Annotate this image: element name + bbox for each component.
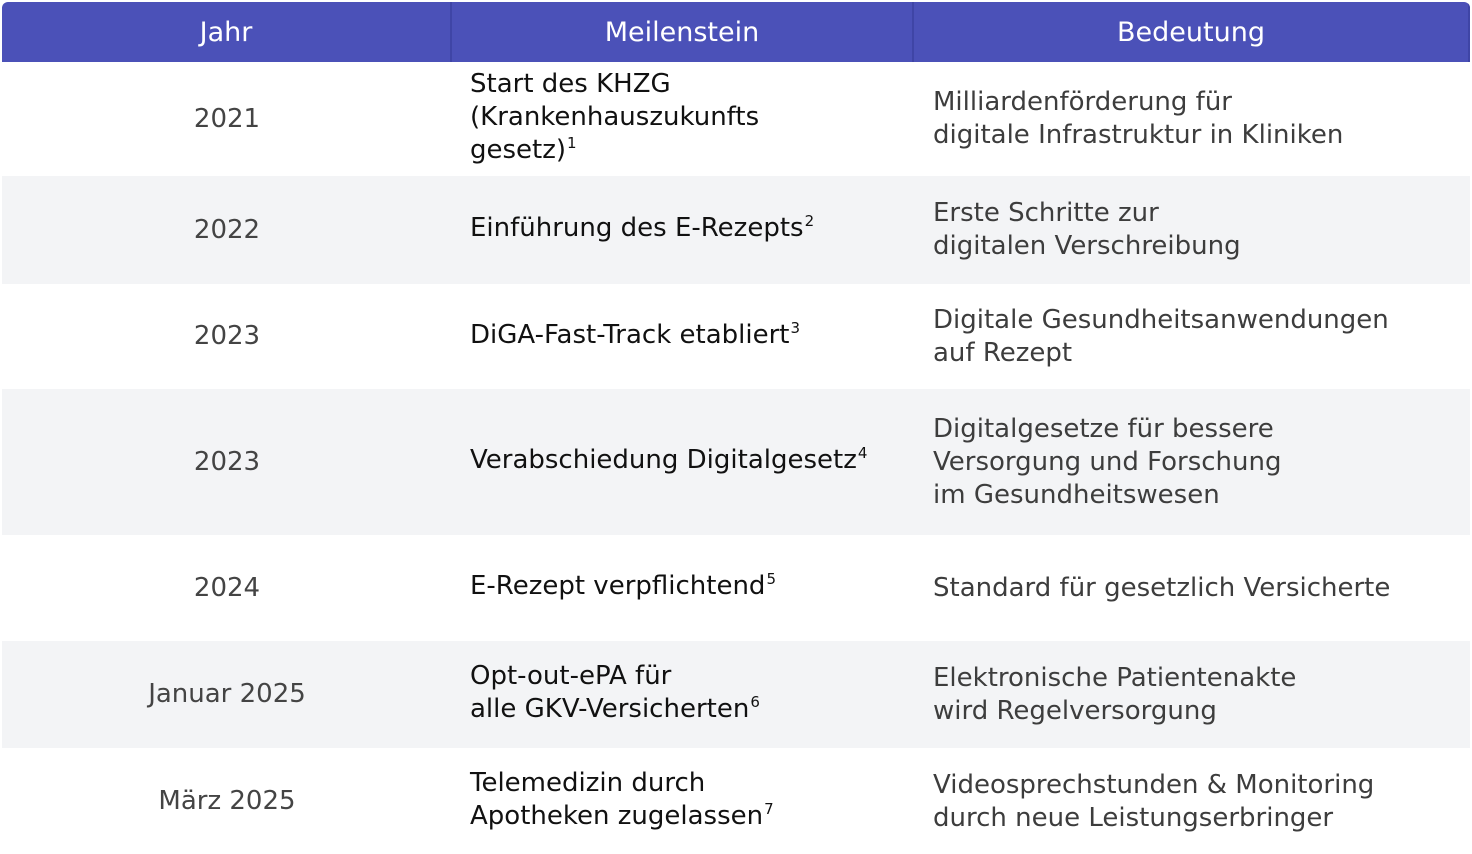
row-5-footnote: 5 bbox=[766, 570, 776, 588]
row-6-meaning: Elektronische Patientenakte wird Regelve… bbox=[914, 641, 1470, 748]
row-2-year: 2022 bbox=[2, 176, 452, 284]
row-3-meaning: Digitale Gesundheitsanwendungen auf Reze… bbox=[914, 284, 1470, 389]
row-4-year: 2023 bbox=[2, 389, 452, 535]
row-6-milestone-text: Opt-out-ePA für alle GKV-Versicherten bbox=[470, 661, 750, 724]
row-6-footnote: 6 bbox=[750, 693, 760, 711]
row-1-meaning: Milliardenförderung für digitale Infrast… bbox=[914, 62, 1470, 176]
header-meilenstein: Meilenstein bbox=[452, 2, 914, 62]
row-4-footnote: 4 bbox=[857, 444, 868, 462]
row-4-milestone: Verabschiedung Digitalgesetz4 bbox=[452, 389, 914, 535]
row-1-milestone-text: Start des KHZG (Krankenhauszukunfts gese… bbox=[470, 69, 760, 165]
row-7-footnote: 7 bbox=[764, 800, 774, 818]
row-3-footnote: 3 bbox=[790, 318, 801, 337]
row-5-meaning: Standard für gesetzlich Versicherte bbox=[914, 535, 1470, 641]
row-2-footnote: 2 bbox=[804, 212, 815, 230]
row-7-year: März 2025 bbox=[2, 748, 452, 852]
row-4-meaning: Digitalgesetze für bessere Versorgung un… bbox=[914, 389, 1470, 535]
row-2-milestone: Einführung des E-Rezepts2 bbox=[452, 176, 914, 284]
row-4-milestone-text: Verabschiedung Digitalgesetz bbox=[470, 445, 857, 475]
row-1-milestone: Start des KHZG (Krankenhauszukunfts gese… bbox=[452, 62, 914, 176]
row-6-milestone: Opt-out-ePA für alle GKV-Versicherten6 bbox=[452, 641, 914, 748]
row-6-year: Januar 2025 bbox=[2, 641, 452, 748]
row-2-milestone-text: Einführung des E-Rezepts bbox=[470, 213, 804, 243]
row-7-milestone: Telemedizin durch Apotheken zugelassen7 bbox=[452, 748, 914, 852]
row-1-year: 2021 bbox=[2, 62, 452, 176]
header-jahr: Jahr bbox=[2, 2, 452, 62]
row-3-milestone: DiGA-Fast-Track etabliert3 bbox=[452, 284, 914, 389]
row-7-milestone-text: Telemedizin durch Apotheken zugelassen bbox=[470, 768, 764, 831]
row-3-year: 2023 bbox=[2, 284, 452, 389]
row-5-milestone-text: E-Rezept verpflichtend bbox=[470, 571, 766, 601]
header-bedeutung: Bedeutung bbox=[914, 2, 1470, 62]
row-3-milestone-text: DiGA-Fast-Track etabliert bbox=[470, 319, 790, 350]
row-1-footnote: 1 bbox=[567, 134, 577, 152]
row-5-year: 2024 bbox=[2, 535, 452, 641]
row-2-meaning: Erste Schritte zur digitalen Verschreibu… bbox=[914, 176, 1470, 284]
row-5-milestone: E-Rezept verpflichtend5 bbox=[452, 535, 914, 641]
row-7-meaning: Videosprechstunden & Monitoring durch ne… bbox=[914, 748, 1470, 852]
